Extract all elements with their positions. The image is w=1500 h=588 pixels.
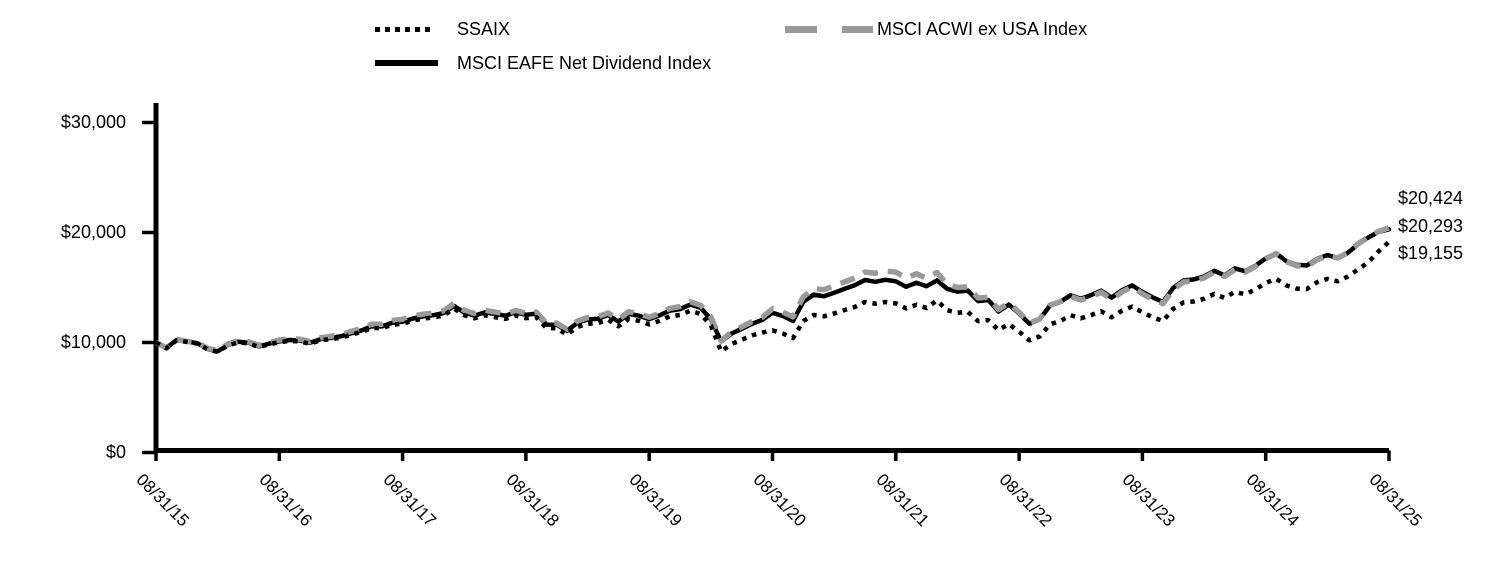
eafe-solid-line-swatch (375, 60, 457, 66)
solid-line-icon (375, 60, 438, 66)
legend-label-msci-eafe: MSCI EAFE Net Dividend Index (457, 52, 712, 73)
axes (142, 103, 1391, 461)
legend-label-msci-acwi: MSCI ACWI ex USA Index (877, 18, 1088, 39)
legend-label-ssaix: SSAIX (457, 18, 511, 39)
series-end-value-label: $20,293 (1398, 215, 1464, 236)
series-end-value-label: $19,155 (1398, 243, 1464, 263)
y-axis-label: $30,000 (60, 111, 126, 132)
legend-item-ssaix: SSAIX (375, 18, 510, 40)
legend-item-msci-acwi: MSCI ACWI ex USA Index (785, 18, 1087, 40)
legend-item-msci-eafe: MSCI EAFE Net Dividend Index (375, 52, 711, 74)
series-line-dashed (154, 225, 1390, 354)
series-end-value-label: $20,424 (1398, 188, 1464, 208)
ssaix-dotted-line-swatch (375, 26, 457, 32)
acwi-dashed-line-swatch (785, 25, 877, 33)
series-lines (153, 225, 1392, 355)
y-axis-label: $10,000 (60, 331, 126, 352)
dotted-line-icon (375, 26, 431, 32)
series-line-solid (153, 227, 1392, 354)
y-axis-label: $20,000 (60, 221, 126, 242)
dashed-line-icon (785, 25, 873, 33)
y-axis-label: $0 (105, 441, 126, 462)
series-line-dotted (154, 240, 1391, 355)
